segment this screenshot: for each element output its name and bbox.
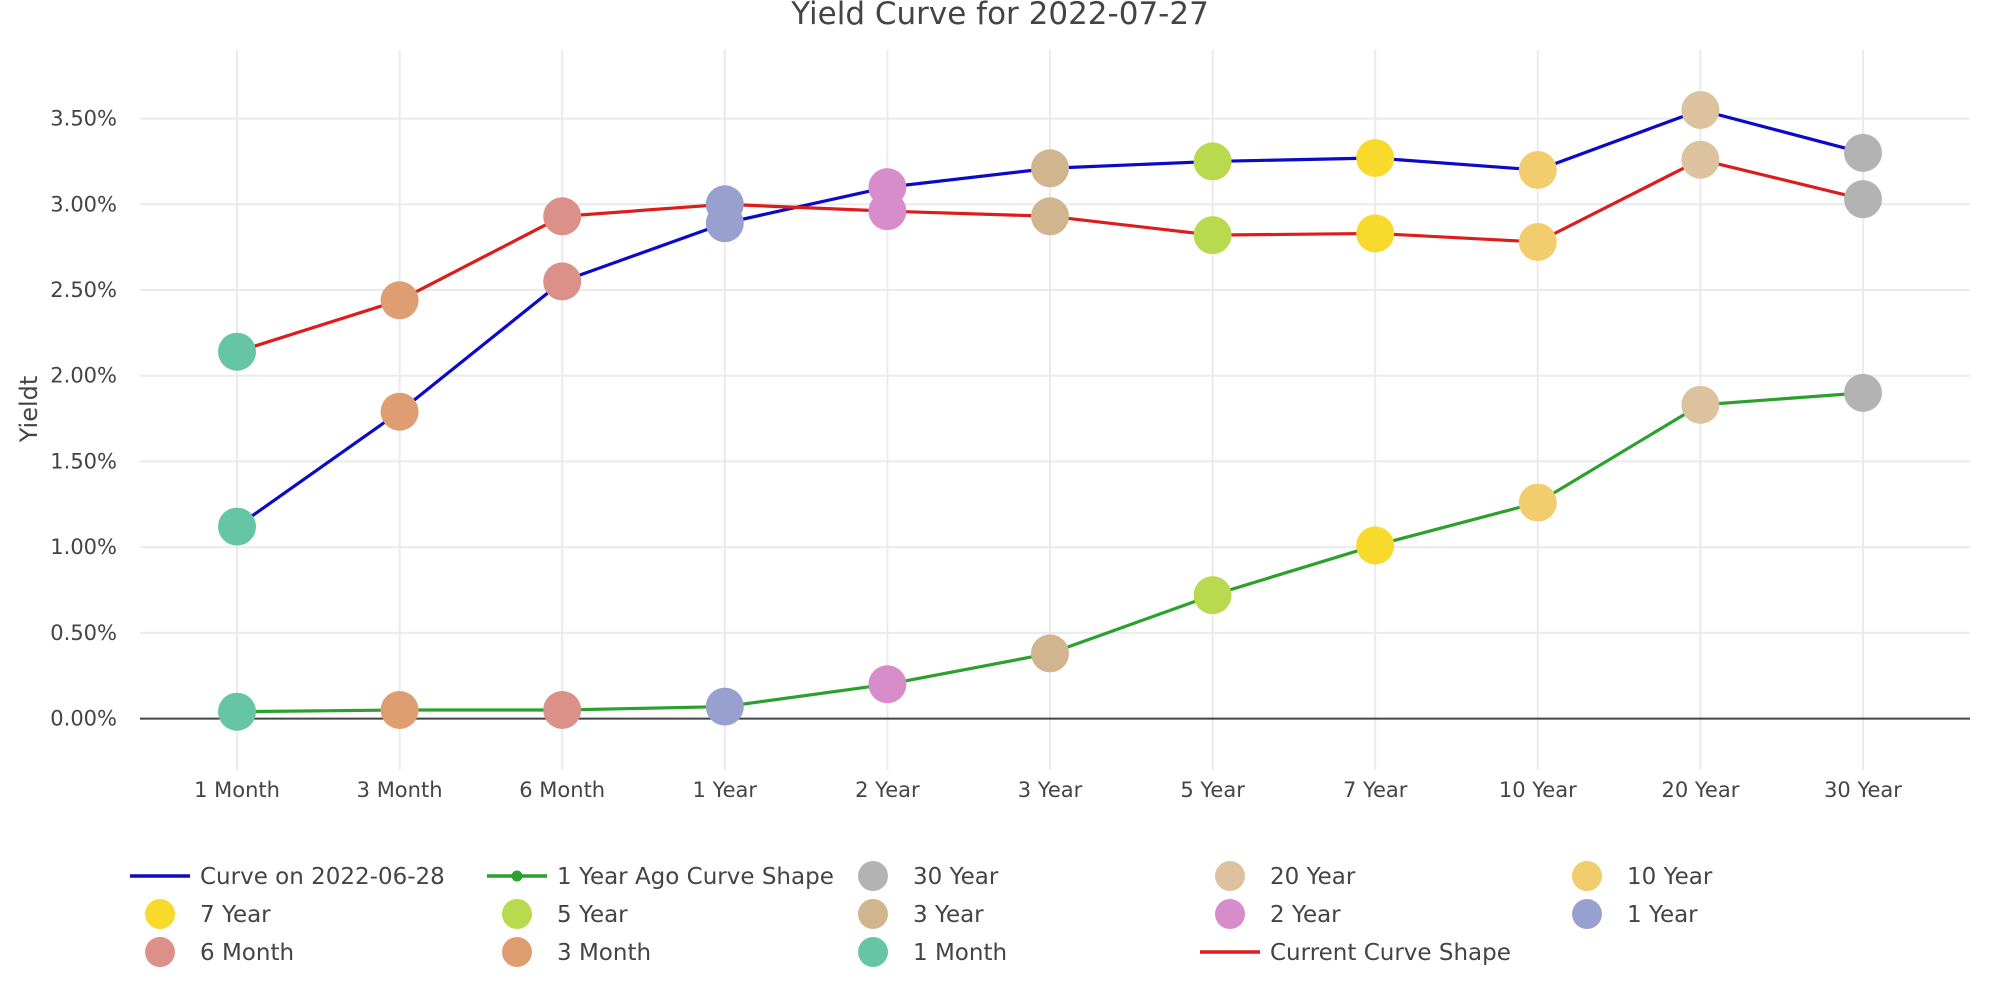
y-tick-3-50: 3.50% xyxy=(50,107,117,131)
series-markers xyxy=(218,91,1882,731)
marker-current-curve-shape-5-year xyxy=(1193,216,1232,255)
legend-item-2-year[interactable]: 2 Year xyxy=(1215,899,1341,929)
y-tick-0-50: 0.50% xyxy=(50,621,117,645)
x-tick-7-year: 7 Year xyxy=(1343,778,1408,802)
legend-label-20-year: 20 Year xyxy=(1270,864,1356,890)
marker-1-year-ago-curve-shape-6-month xyxy=(543,691,582,729)
legend-item-6-month[interactable]: 6 Month xyxy=(145,937,294,967)
legend-item-30-year[interactable]: 30 Year xyxy=(858,861,999,891)
legend-swatch-6-month xyxy=(145,937,175,967)
legend-swatch-7-year xyxy=(145,899,175,929)
legend-swatch-1-month xyxy=(858,937,888,967)
y-tick-0-00: 0.00% xyxy=(50,707,117,731)
legend-swatch-2-year xyxy=(1215,899,1245,929)
legend-label-6-month: 6 Month xyxy=(200,940,294,966)
legend-label-2-year: 2 Year xyxy=(1270,902,1341,928)
legend-label-current-curve-shape: Current Curve Shape xyxy=(1270,940,1511,966)
legend-label-10-year: 10 Year xyxy=(1627,864,1713,890)
x-tick-20-year: 20 Year xyxy=(1661,778,1739,802)
marker-current-curve-shape-10-year xyxy=(1518,223,1557,261)
marker-current-curve-shape-7-year xyxy=(1356,214,1395,253)
x-tick-10-year: 10 Year xyxy=(1499,778,1577,802)
legend-item-7-year[interactable]: 7 Year xyxy=(145,899,271,929)
marker-1-year-ago-curve-shape-1-month xyxy=(218,692,256,731)
legend-swatch-3-month xyxy=(502,937,532,967)
legend-swatch-30-year xyxy=(858,861,888,891)
marker-1-year-ago-curve-shape-20-year xyxy=(1681,385,1720,424)
marker-1-year-ago-curve-shape-1-year xyxy=(705,687,744,726)
legend-swatch-5-year xyxy=(502,899,532,929)
x-tick-5-year: 5 Year xyxy=(1180,778,1245,802)
legend-item-1-year[interactable]: 1 Year xyxy=(1572,899,1698,929)
marker-curve-on-2022-06-28-30-year xyxy=(1844,133,1882,172)
marker-1-year-ago-curve-shape-30-year xyxy=(1844,373,1882,412)
marker-current-curve-shape-1-month xyxy=(218,332,256,371)
chart-title: Yield Curve for 2022-07-27 xyxy=(790,0,1209,32)
marker-curve-on-2022-06-28-3-month xyxy=(380,392,419,431)
marker-curve-on-2022-06-28-5-year xyxy=(1193,142,1232,181)
legend-item-1-month[interactable]: 1 Month xyxy=(858,937,1007,967)
x-tick-1-year: 1 Year xyxy=(693,778,758,802)
legend-label-curve-on-2022-06-28: Curve on 2022-06-28 xyxy=(200,864,445,890)
marker-current-curve-shape-6-month xyxy=(543,197,582,236)
marker-curve-on-2022-06-28-1-month xyxy=(218,507,256,546)
marker-current-curve-shape-2-year xyxy=(868,192,907,231)
x-tick-2-year: 2 Year xyxy=(855,778,920,802)
marker-current-curve-shape-20-year xyxy=(1681,140,1720,179)
y-tick-1-50: 1.50% xyxy=(50,449,117,473)
marker-current-curve-shape-30-year xyxy=(1844,180,1882,219)
legend-label-3-year: 3 Year xyxy=(913,902,984,928)
y-tick-3-00: 3.00% xyxy=(50,192,117,216)
x-axis-ticks: 1 Month 3 Month 6 Month 1 Year 2 Year 3 Year 5… xyxy=(194,778,1902,802)
legend-swatch-3-year xyxy=(858,899,888,929)
marker-current-curve-shape-3-year xyxy=(1031,197,1069,236)
x-tick-3-month: 3 Month xyxy=(357,778,443,802)
legend-item-3-year[interactable]: 3 Year xyxy=(858,899,984,929)
legend-label-5-year: 5 Year xyxy=(557,902,628,928)
x-tick-30-year: 30 Year xyxy=(1824,778,1902,802)
marker-1-year-ago-curve-shape-10-year xyxy=(1518,483,1557,522)
legend-swatch-10-year xyxy=(1572,861,1602,891)
legend: Curve on 2022-06-28 1 Year Ago Curve Shap… xyxy=(130,861,1713,967)
legend-swatch-marker-1-year-ago-curve-shape xyxy=(511,870,523,882)
marker-current-curve-shape-1-year xyxy=(705,185,744,224)
marker-1-year-ago-curve-shape-7-year xyxy=(1356,526,1395,565)
marker-curve-on-2022-06-28-7-year xyxy=(1356,139,1395,177)
legend-item-10-year[interactable]: 10 Year xyxy=(1572,861,1713,891)
legend-swatch-20-year xyxy=(1215,861,1245,891)
legend-item-1-year-ago-curve-shape[interactable]: 1 Year Ago Curve Shape xyxy=(487,864,834,890)
marker-curve-on-2022-06-28-20-year xyxy=(1681,91,1720,129)
legend-label-30-year: 30 Year xyxy=(913,864,999,890)
marker-1-year-ago-curve-shape-3-year xyxy=(1031,634,1069,673)
legend-item-current-curve-shape[interactable]: Current Curve Shape xyxy=(1200,940,1511,966)
legend-label-3-month: 3 Month xyxy=(557,940,651,966)
marker-curve-on-2022-06-28-6-month xyxy=(543,262,582,301)
marker-1-year-ago-curve-shape-2-year xyxy=(868,665,907,704)
y-tick-2-50: 2.50% xyxy=(50,278,117,302)
legend-item-20-year[interactable]: 20 Year xyxy=(1215,861,1356,891)
marker-curve-on-2022-06-28-3-year xyxy=(1031,149,1069,188)
legend-item-5-year[interactable]: 5 Year xyxy=(502,899,628,929)
legend-label-1-month: 1 Month xyxy=(913,940,1007,966)
legend-label-1-year: 1 Year xyxy=(1627,902,1698,928)
marker-1-year-ago-curve-shape-5-year xyxy=(1193,576,1232,615)
legend-label-7-year: 7 Year xyxy=(200,902,271,928)
y-tick-2-00: 2.00% xyxy=(50,364,117,388)
x-tick-3-year: 3 Year xyxy=(1018,778,1083,802)
legend-swatch-1-year xyxy=(1572,899,1602,929)
y-axis-ticks: 0.00% 0.50% 1.00% 1.50% 2.00% 2.50% 3.00% 3.50% xyxy=(50,107,117,731)
legend-label-1-year-ago-curve-shape: 1 Year Ago Curve Shape xyxy=(557,864,834,890)
y-axis-title: Yieldt xyxy=(15,376,43,444)
marker-1-year-ago-curve-shape-3-month xyxy=(380,691,419,729)
x-tick-6-month: 6 Month xyxy=(519,778,605,802)
marker-current-curve-shape-3-month xyxy=(380,281,419,320)
y-tick-1-00: 1.00% xyxy=(50,535,117,559)
marker-curve-on-2022-06-28-10-year xyxy=(1518,151,1557,189)
legend-item-curve-on-2022-06-28[interactable]: Curve on 2022-06-28 xyxy=(130,864,445,890)
legend-item-3-month[interactable]: 3 Month xyxy=(502,937,651,967)
x-tick-1-month: 1 Month xyxy=(194,778,280,802)
